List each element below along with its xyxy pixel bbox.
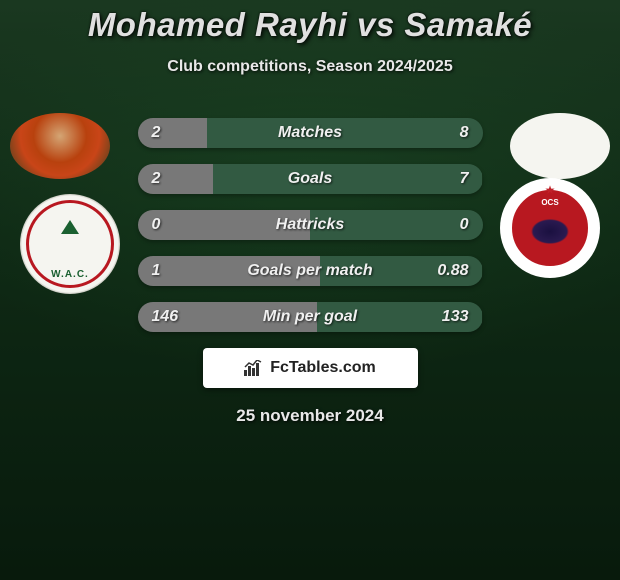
- branding-badge[interactable]: FcTables.com: [203, 348, 418, 388]
- date-label: 25 november 2024: [0, 406, 620, 426]
- stat-label: Matches: [278, 124, 342, 142]
- player-left-photo: [10, 113, 110, 179]
- stat-value-right: 133: [442, 308, 483, 326]
- stat-label: Min per goal: [263, 308, 357, 326]
- stat-label: Goals per match: [247, 262, 372, 280]
- club-left-logo: [20, 194, 120, 294]
- club-right-logo: [500, 178, 600, 278]
- stat-value-right: 0.88: [437, 262, 482, 280]
- stat-rows: 2 Matches 8 2 Goals 7 0 Hattricks 0 1 Goals per ma…: [138, 118, 483, 332]
- stat-row: 2 Matches 8: [138, 118, 483, 148]
- stat-value-left: 1: [138, 262, 161, 280]
- stat-value-left: 0: [138, 216, 161, 234]
- branding-text: FcTables.com: [270, 359, 376, 377]
- subtitle: Club competitions, Season 2024/2025: [0, 58, 620, 76]
- stat-row: 146 Min per goal 133: [138, 302, 483, 332]
- player-right-photo: [510, 113, 610, 179]
- stat-value-right: 8: [460, 124, 483, 142]
- stat-value-left: 2: [138, 170, 161, 188]
- stat-bar-right: [213, 164, 482, 194]
- stat-value-right: 7: [460, 170, 483, 188]
- stats-area: 2 Matches 8 2 Goals 7 0 Hattricks 0 1 Goals per ma…: [0, 118, 620, 332]
- stat-label: Goals: [288, 170, 332, 188]
- club-left-star-icon: [61, 220, 79, 234]
- stat-bar-right: [207, 118, 483, 148]
- stat-row: 0 Hattricks 0: [138, 210, 483, 240]
- stat-label: Hattricks: [276, 216, 344, 234]
- chart-icon: [244, 360, 264, 376]
- stat-row: 2 Goals 7: [138, 164, 483, 194]
- club-right-inner: [512, 190, 588, 266]
- infographic-container: Mohamed Rayhi vs Samaké Club competition…: [0, 0, 620, 426]
- stat-row: 1 Goals per match 0.88: [138, 256, 483, 286]
- page-title: Mohamed Rayhi vs Samaké: [0, 6, 620, 44]
- stat-value-left: 2: [138, 124, 161, 142]
- stat-value-right: 0: [460, 216, 483, 234]
- stat-value-left: 146: [138, 308, 179, 326]
